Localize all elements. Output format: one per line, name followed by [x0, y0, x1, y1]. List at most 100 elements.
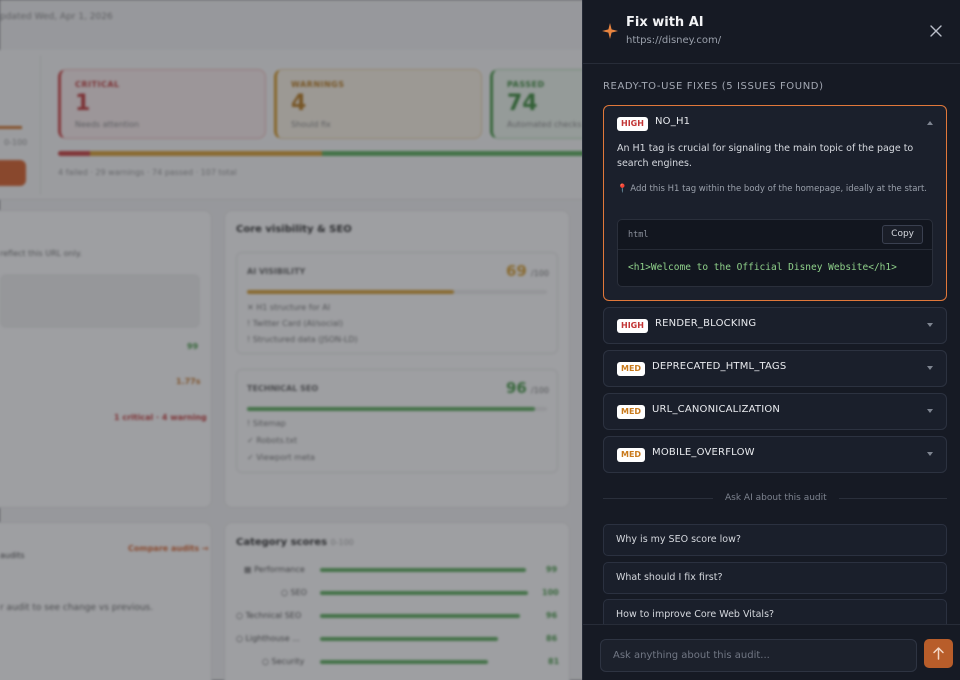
- compare-audits-link[interactable]: Compare audits →: [128, 544, 209, 553]
- divider: [40, 55, 41, 195]
- critical-value: 1: [75, 91, 91, 116]
- issue-render-blocking[interactable]: HIGH RENDER_BLOCKING: [603, 307, 947, 344]
- ask-ai-input[interactable]: [600, 639, 917, 672]
- modal-overlay[interactable]: [0, 0, 582, 680]
- category-value: 99: [546, 565, 558, 574]
- audits-panel: [0, 522, 212, 680]
- technical-seo-card: [236, 369, 558, 473]
- passed-title: PASSED: [507, 80, 545, 89]
- left-panel: [0, 210, 212, 508]
- score-bar: [0, 126, 22, 129]
- sparkle-icon: [602, 23, 618, 39]
- code-language: html: [628, 230, 649, 240]
- issue-hint: 📍 Add this H1 tag within the body of the…: [617, 184, 927, 194]
- ai-visibility-max: /100: [531, 269, 549, 278]
- issue-url-canonicalization[interactable]: MED URL_CANONICALIZATION: [603, 393, 947, 430]
- category-label: ○ SEO: [281, 588, 307, 597]
- category-bar: [320, 637, 498, 641]
- technical-seo-item: ! Sitemap: [247, 419, 286, 428]
- technical-seo-item: ✓ Robots.txt: [247, 436, 298, 445]
- ai-visibility-card: [236, 252, 558, 354]
- issue-name: NO_H1: [655, 116, 691, 127]
- severity-badge-med: MED: [617, 448, 646, 462]
- warnings-card: WARNINGS 4 Should fix: [274, 69, 482, 139]
- code-header: html Copy: [618, 220, 932, 250]
- panel-header: Fix with AI https://disney.com/: [583, 0, 960, 64]
- issue-mobile-overflow[interactable]: MED MOBILE_OVERFLOW: [603, 436, 947, 473]
- score-button[interactable]: [0, 160, 26, 186]
- audits-text: r audit to see change vs previous.: [0, 603, 154, 613]
- category-value: 81: [548, 657, 560, 666]
- left-panel-note: reflect this URL only.: [0, 249, 82, 258]
- suggested-question[interactable]: Why is my SEO score low?: [603, 524, 947, 556]
- issue-name: MOBILE_OVERFLOW: [652, 447, 755, 458]
- ask-ai-label: Ask AI about this audit: [713, 493, 839, 503]
- category-bar: [320, 660, 488, 664]
- arrow-up-icon: [933, 647, 944, 660]
- issue-no-h1[interactable]: HIGH NO_H1 An H1 tag is crucial for sign…: [603, 105, 947, 301]
- issue-description: An H1 tag is crucial for signaling the m…: [617, 143, 914, 169]
- left-val-1: 99: [187, 342, 199, 351]
- passed-sub: Automated checks: [507, 120, 582, 129]
- send-button[interactable]: [924, 639, 953, 668]
- passed-value: 74: [507, 91, 538, 116]
- issues-summary: 4 failed · 29 warnings · 74 passed · 107…: [58, 168, 237, 177]
- chevron-down-icon[interactable]: [925, 363, 935, 373]
- critical-sub: Needs attention: [75, 120, 140, 129]
- chevron-down-icon[interactable]: [925, 406, 935, 416]
- code-snippet: html Copy <h1>Welcome to the Official Di…: [617, 219, 933, 287]
- placeholder-block: [0, 274, 200, 328]
- category-title: Category scores 0-100: [236, 537, 354, 548]
- warnings-sub: Should fix: [291, 120, 331, 129]
- severity-badge-med: MED: [617, 362, 646, 376]
- technical-seo-score: 96: [506, 379, 527, 397]
- ai-visibility-item: ✕ H1 structure for AI: [247, 303, 331, 312]
- suggested-question[interactable]: What should I fix first?: [603, 562, 947, 594]
- issue-name: URL_CANONICALIZATION: [652, 404, 781, 415]
- category-label: ▦ Performance: [244, 565, 305, 574]
- chevron-up-icon[interactable]: [925, 118, 935, 128]
- copy-button[interactable]: Copy: [882, 225, 923, 244]
- audits-label: audits: [0, 551, 25, 560]
- core-title: Core visibility & SEO: [236, 224, 352, 235]
- fix-with-ai-panel: Fix with AI https://disney.com/ READY-TO…: [582, 0, 960, 680]
- severity-badge-med: MED: [617, 405, 646, 419]
- category-bar: [320, 614, 520, 618]
- category-bar: [320, 591, 528, 595]
- category-label: ○ Technical SEO: [236, 611, 302, 620]
- category-value: 86: [546, 634, 558, 643]
- critical-card: CRITICAL 1 Needs attention: [58, 69, 266, 139]
- category-value: 96: [546, 611, 558, 620]
- warnings-value: 4: [291, 91, 307, 116]
- severity-badge-high: HIGH: [617, 319, 648, 333]
- issues-progress-bar: [58, 151, 588, 156]
- chevron-down-icon[interactable]: [925, 449, 935, 459]
- fixes-section-title: READY-TO-USE FIXES (5 ISSUES FOUND): [603, 81, 824, 92]
- category-bar: [320, 568, 526, 572]
- audit-url: https://disney.com/: [626, 35, 722, 46]
- left-val-2: 1.77s: [176, 377, 201, 386]
- ai-visibility-fill: [247, 290, 454, 294]
- technical-seo-fill: [247, 407, 535, 411]
- score-range: 0-100: [4, 138, 28, 147]
- close-icon[interactable]: [927, 22, 945, 40]
- chat-footer: [583, 624, 960, 680]
- technical-seo-max: /100: [531, 386, 549, 395]
- category-label: ○ Security: [262, 657, 305, 666]
- technical-seo-label: TECHNICAL SEO: [247, 384, 319, 393]
- critical-title: CRITICAL: [75, 80, 120, 89]
- warnings-title: WARNINGS: [291, 80, 345, 89]
- code-content: <h1>Welcome to the Official Disney Websi…: [628, 262, 897, 273]
- ai-visibility-label: AI VISIBILITY: [247, 267, 306, 276]
- severity-badge-high: HIGH: [617, 117, 648, 131]
- ai-visibility-item: ! Structured data (JSON-LD): [247, 335, 358, 344]
- category-value: 100: [542, 588, 559, 597]
- issue-deprecated-html-tags[interactable]: MED DEPRECATED_HTML_TAGS: [603, 350, 947, 387]
- chevron-down-icon[interactable]: [925, 320, 935, 330]
- issue-name: DEPRECATED_HTML_TAGS: [652, 361, 787, 372]
- left-val-3: 1 critical · 4 warning: [114, 413, 207, 422]
- panel-title: Fix with AI: [626, 15, 704, 30]
- ai-visibility-score: 69: [506, 262, 527, 280]
- category-label: ○ Lighthouse ...: [236, 634, 300, 643]
- issue-name: RENDER_BLOCKING: [655, 318, 757, 329]
